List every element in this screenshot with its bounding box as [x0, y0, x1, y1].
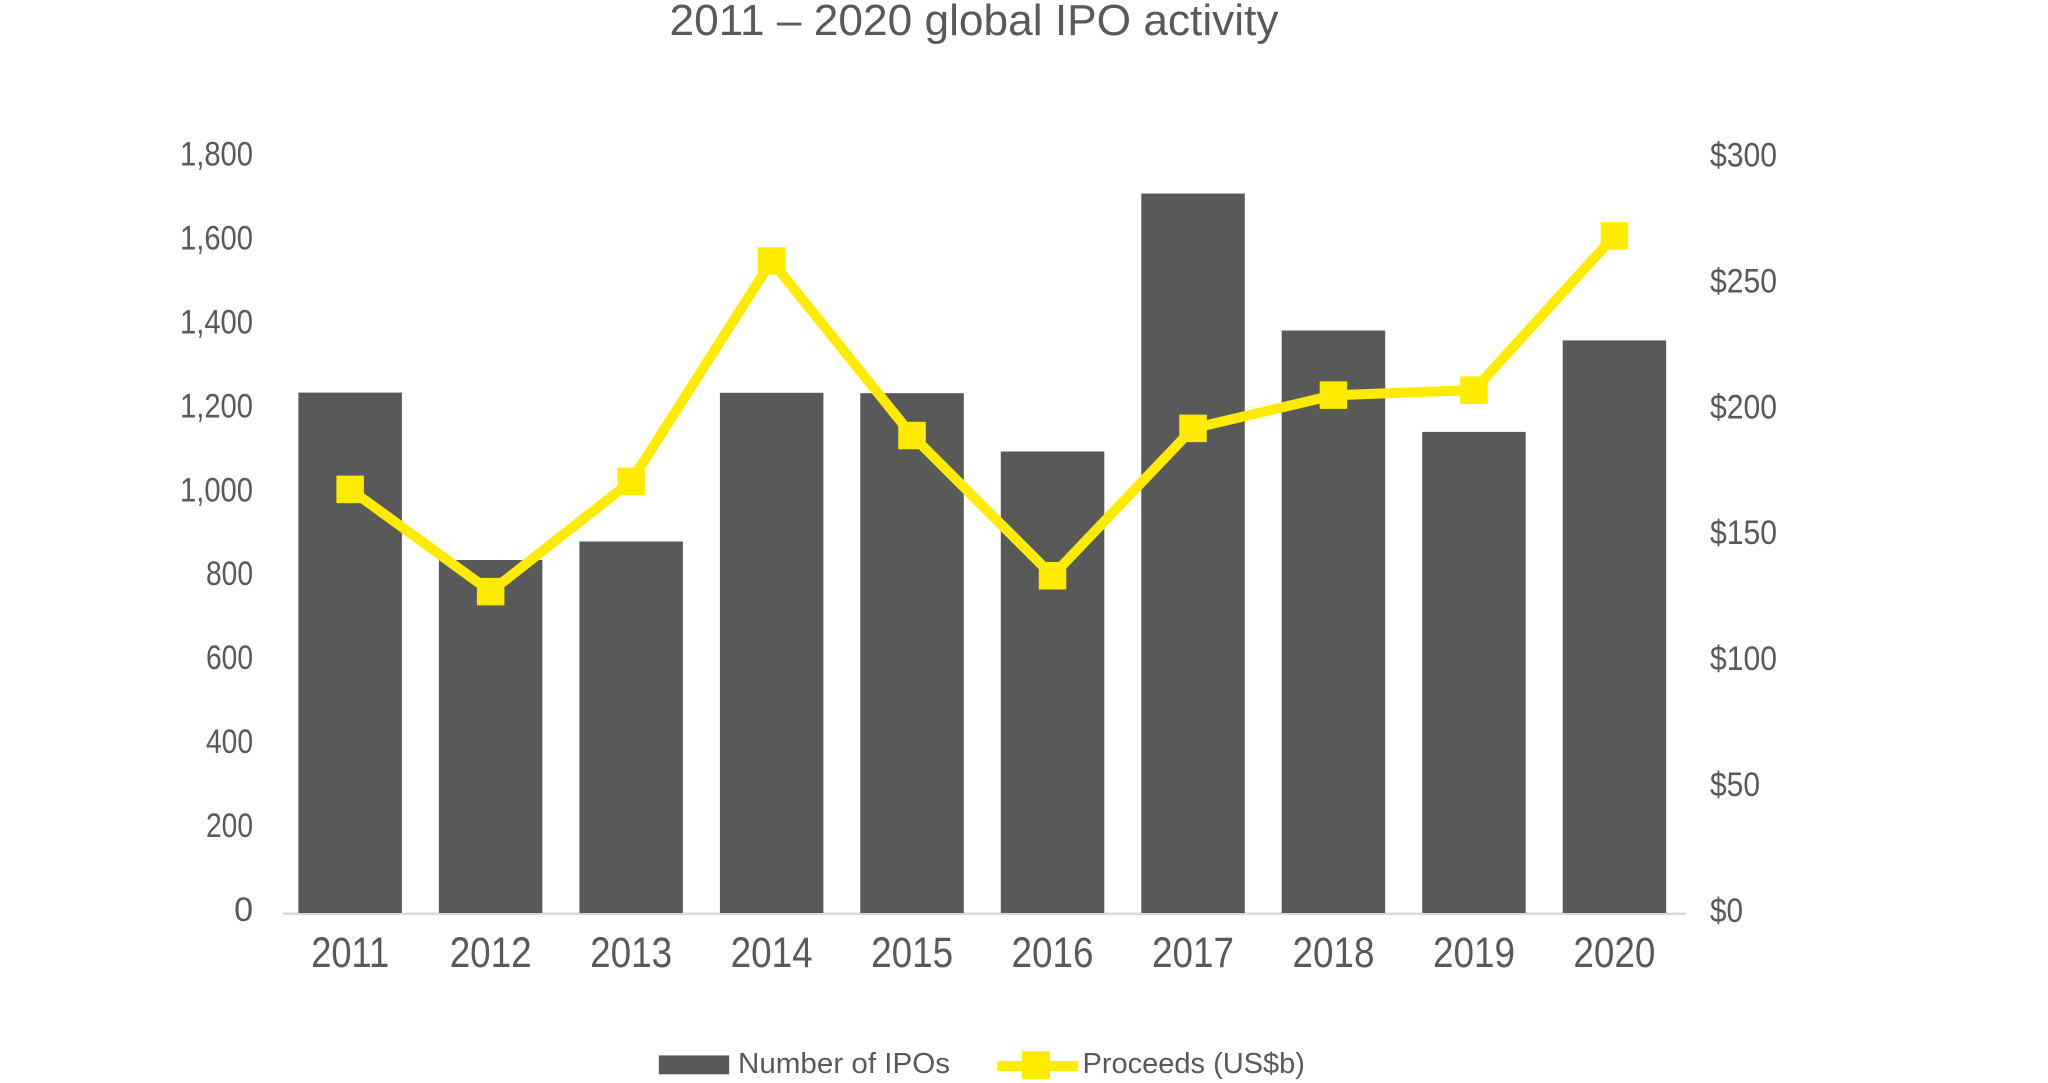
svg-text:$0: $0 [1710, 892, 1743, 930]
svg-text:0: 0 [234, 891, 253, 929]
svg-text:2018: 2018 [1293, 929, 1375, 977]
svg-text:Proceeds (US$b): Proceeds (US$b) [1083, 1048, 1305, 1080]
svg-text:$100: $100 [1710, 640, 1777, 678]
svg-text:2012: 2012 [450, 929, 532, 977]
svg-text:2014: 2014 [731, 929, 813, 977]
svg-text:Number of IPOs: Number of IPOs [738, 1048, 950, 1080]
svg-text:$200: $200 [1710, 388, 1777, 426]
svg-text:2011 – 2020 global IPO activit: 2011 – 2020 global IPO activity [670, 0, 1279, 45]
svg-text:1,800: 1,800 [180, 136, 253, 174]
svg-text:2019: 2019 [1433, 929, 1515, 977]
svg-text:2017: 2017 [1152, 929, 1234, 977]
svg-text:1,200: 1,200 [180, 387, 253, 425]
svg-text:2016: 2016 [1012, 929, 1094, 977]
svg-text:$250: $250 [1710, 262, 1777, 300]
svg-text:1,600: 1,600 [180, 219, 253, 257]
svg-text:$150: $150 [1710, 514, 1777, 552]
svg-text:600: 600 [206, 639, 253, 677]
svg-text:2015: 2015 [871, 929, 953, 977]
svg-text:1,000: 1,000 [180, 471, 253, 509]
svg-text:$50: $50 [1710, 766, 1760, 804]
svg-text:2020: 2020 [1573, 929, 1655, 977]
svg-text:2011: 2011 [311, 929, 389, 977]
svg-text:800: 800 [206, 555, 253, 593]
svg-text:1,400: 1,400 [180, 303, 253, 341]
svg-text:2013: 2013 [590, 929, 672, 977]
svg-text:400: 400 [206, 723, 253, 761]
svg-text:$300: $300 [1710, 137, 1777, 175]
svg-text:200: 200 [206, 807, 253, 845]
